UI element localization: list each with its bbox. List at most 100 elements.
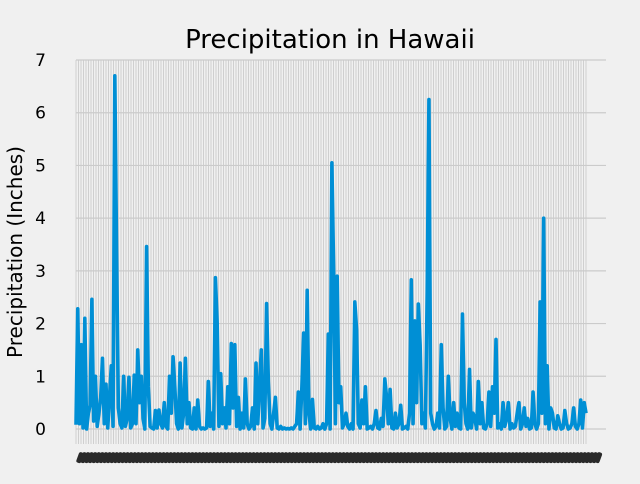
x-tick-label <box>126 452 135 464</box>
y-axis-label: Precipitation (Inches) <box>3 146 27 358</box>
x-tick-label <box>465 452 473 464</box>
x-tick-label <box>367 452 376 464</box>
y-tick-label: 1 <box>35 367 46 387</box>
x-tick-label <box>234 452 243 464</box>
x-tick-label <box>155 452 163 464</box>
x-tick-label <box>580 452 588 464</box>
x-tick-label <box>112 452 120 464</box>
x-tick-label <box>231 452 239 464</box>
x-tick-label <box>216 452 225 464</box>
x-tick-label <box>133 452 142 464</box>
x-tick-label <box>547 452 556 464</box>
x-tick-label <box>508 452 516 464</box>
x-tick-label <box>544 452 552 464</box>
x-tick-label <box>414 452 423 464</box>
x-tick-label <box>558 452 567 464</box>
x-tick-label <box>97 452 106 464</box>
x-tick-label <box>457 452 466 464</box>
x-tick-label <box>511 452 520 464</box>
x-tick-label <box>562 452 570 464</box>
x-tick-label <box>353 452 361 464</box>
x-tick-label <box>285 452 293 464</box>
x-tick-label <box>378 452 387 464</box>
x-tick-label <box>101 452 109 464</box>
x-tick-label <box>335 452 343 464</box>
x-tick-label <box>551 452 559 464</box>
x-tick-label <box>317 452 325 464</box>
x-tick-label <box>292 452 300 464</box>
x-tick-label <box>479 452 487 464</box>
x-tick-label <box>565 452 574 464</box>
x-tick-label <box>450 452 459 464</box>
x-tick-label <box>418 452 426 464</box>
x-tick-label <box>306 452 315 464</box>
x-tick-label <box>263 452 271 464</box>
x-tick-label <box>76 452 84 464</box>
x-tick-label <box>555 452 563 464</box>
x-tick-label <box>515 452 523 464</box>
x-tick-label <box>90 452 99 464</box>
x-tick-label <box>364 452 372 464</box>
x-tick-label <box>389 452 397 464</box>
x-tick-label <box>108 452 117 464</box>
x-tick-label <box>223 452 232 464</box>
x-tick-label <box>198 452 207 464</box>
x-tick-label <box>130 452 138 464</box>
x-tick-label <box>321 452 329 464</box>
x-tick-label <box>533 452 541 464</box>
x-tick-label <box>468 452 477 464</box>
x-tick-label <box>159 452 167 464</box>
x-tick-label <box>349 452 358 464</box>
x-tick-label <box>123 452 131 464</box>
x-tick-label <box>393 452 401 464</box>
x-tick-label <box>166 452 174 464</box>
x-tick-label <box>357 452 365 464</box>
x-tick-label <box>310 452 318 464</box>
x-tick-label <box>407 452 415 464</box>
x-tick-label <box>411 452 419 464</box>
y-tick-label: 3 <box>35 262 46 282</box>
x-tick-label <box>148 452 156 464</box>
x-tick-label <box>339 452 347 464</box>
x-tick-label <box>245 452 253 464</box>
x-tick-label <box>162 452 171 464</box>
x-tick-label <box>439 452 448 464</box>
x-tick-label <box>486 452 495 464</box>
y-tick-label: 5 <box>35 156 46 176</box>
x-tick-label <box>313 452 322 464</box>
x-tick-label <box>205 452 214 464</box>
x-tick-label <box>573 452 581 464</box>
x-tick-label <box>191 452 199 464</box>
x-tick-label <box>184 452 192 464</box>
x-tick-label <box>274 452 282 464</box>
x-tick-label <box>83 452 91 464</box>
x-tick-label <box>594 452 603 464</box>
x-tick-label <box>177 452 185 464</box>
x-tick-label <box>382 452 390 464</box>
x-tick-label <box>522 452 531 464</box>
x-tick-label <box>213 452 221 464</box>
x-tick-label <box>346 452 354 464</box>
x-tick-label <box>403 452 412 464</box>
x-tick-label <box>483 452 491 464</box>
x-tick-label <box>180 452 189 464</box>
chart-title: Precipitation in Hawaii <box>185 25 475 55</box>
x-tick-label <box>540 452 549 464</box>
x-tick-label <box>497 452 505 464</box>
x-tick-label <box>529 452 538 464</box>
x-tick-label <box>256 452 264 464</box>
x-tick-label <box>371 452 379 464</box>
x-tick-label <box>227 452 235 464</box>
x-tick-label <box>576 452 585 464</box>
x-tick-label <box>270 452 279 464</box>
x-tick-label <box>443 452 451 464</box>
x-tick-label <box>220 452 228 464</box>
x-tick-label <box>202 452 210 464</box>
x-tick-label <box>141 452 149 464</box>
x-tick-label <box>342 452 351 464</box>
x-tick-label <box>187 452 196 464</box>
x-tick-label <box>238 452 246 464</box>
x-tick-label <box>501 452 509 464</box>
x-tick-label <box>400 452 408 464</box>
